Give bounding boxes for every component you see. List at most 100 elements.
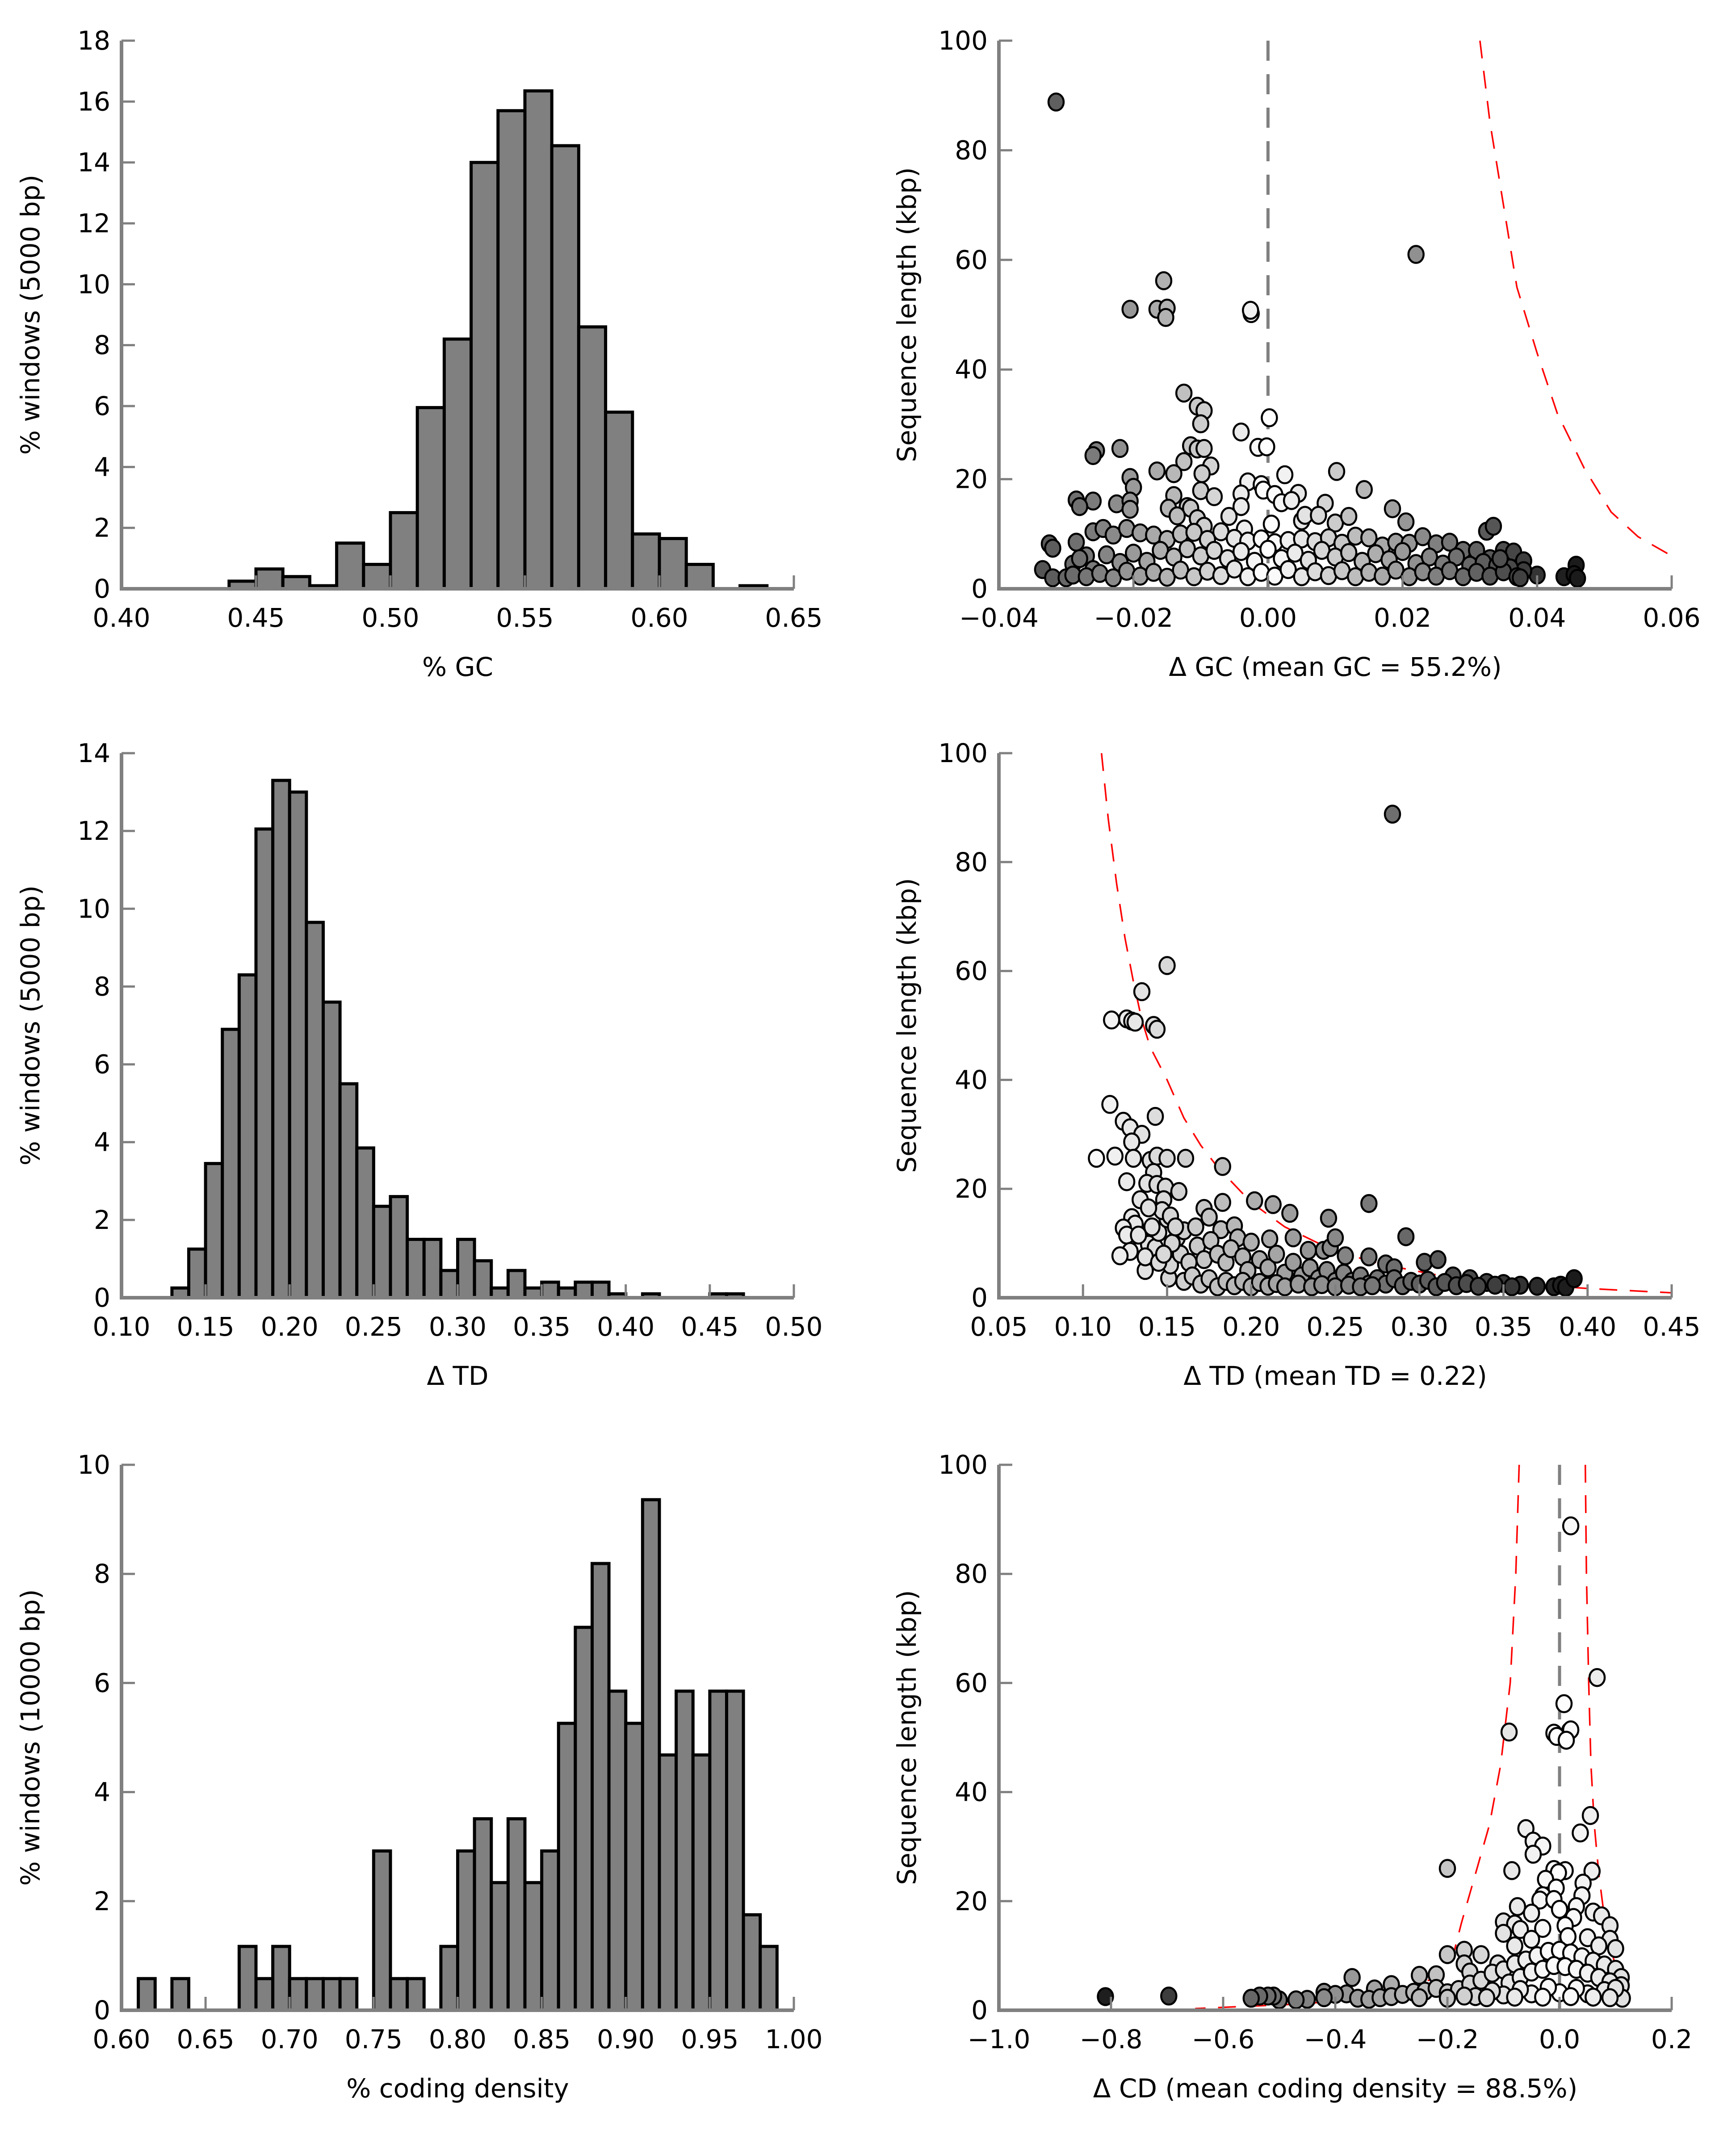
gc-histogram-bar: [496, 109, 527, 591]
gc-histogram-bar: [658, 537, 688, 591]
cd-histogram-bar: [372, 1849, 392, 2012]
cd-scatter-point: [1562, 1987, 1580, 2006]
td-histogram-x-tick-label: 0.10: [92, 1312, 150, 1342]
td-scatter-ylabel: Sequence length (kbp): [892, 878, 922, 1173]
td-histogram-bar: [389, 1195, 409, 1300]
cd-histogram-bar: [691, 1753, 712, 2012]
td-histogram-bar: [237, 973, 258, 1300]
cd-scatter-point: [1506, 1936, 1523, 1956]
gc-scatter-point: [1340, 507, 1358, 526]
td-scatter-point: [1246, 1191, 1263, 1211]
gc-scatter-y-tick-label: 40: [955, 354, 988, 385]
cd-histogram-bar: [271, 1945, 291, 2012]
td-scatter-point: [1281, 1203, 1299, 1223]
gc-scatter-y-tick-label: 20: [955, 464, 988, 495]
td-histogram-bar: [288, 790, 308, 1300]
td-scatter-x-tick-label: 0.10: [1054, 1312, 1112, 1342]
cd-scatter-point: [1509, 1897, 1526, 1916]
td-scatter-point: [1320, 1208, 1338, 1228]
gc-histogram-bar: [577, 325, 608, 591]
td-histogram-bar: [187, 1247, 207, 1300]
cd-histogram-x-tick-label: 0.70: [261, 2024, 319, 2054]
td-scatter-y-tick-label: 0: [971, 1283, 988, 1313]
gc-scatter-point: [1340, 543, 1358, 562]
td-histogram-bar: [574, 1280, 594, 1300]
gc-scatter-point: [1220, 507, 1238, 526]
cd-scatter-y-tick-label: 40: [955, 1777, 988, 1807]
gc-scatter-x-tick-label: 0.04: [1508, 603, 1566, 633]
td-histogram-x-tick-label: 0.50: [765, 1312, 822, 1342]
cd-scatter-point: [1588, 1668, 1606, 1687]
cd-histogram-bar: [591, 1562, 611, 2012]
gc-scatter-point: [1279, 560, 1297, 579]
td-histogram-bar: [271, 779, 291, 1300]
gc-scatter-point: [1155, 271, 1173, 290]
cd-scatter-point: [1572, 1823, 1589, 1843]
gc-scatter-x-tick-label: 0.06: [1643, 603, 1700, 633]
gc-scatter-point: [1192, 414, 1210, 433]
gc-scatter-point: [1111, 439, 1129, 458]
td-scatter-point: [1214, 1157, 1231, 1176]
cd-scatter-point: [1583, 1861, 1601, 1881]
cd-histogram-bar: [675, 1689, 695, 2012]
cd-scatter-point: [1511, 1920, 1529, 1939]
cd-scatter-bound-curve: [1195, 1464, 1520, 2010]
td-scatter-point: [1103, 1010, 1120, 1030]
gc-histogram-xlabel: % GC: [422, 652, 493, 682]
td-scatter-point: [1284, 1228, 1302, 1248]
gc-scatter-point: [1441, 532, 1459, 552]
cd-scatter-point: [1601, 1988, 1619, 2008]
td-histogram-bar: [456, 1237, 476, 1300]
gc-histogram-x-tick-label: 0.60: [630, 603, 688, 633]
cd-scatter-point: [1523, 1930, 1540, 1949]
gc-scatter-y-tick-label: 80: [955, 135, 988, 165]
gc-scatter-point: [1175, 383, 1193, 403]
gc-histogram-bar: [684, 562, 715, 591]
td-scatter-y-tick-label: 40: [955, 1065, 988, 1095]
td-scatter-point: [1148, 1019, 1166, 1039]
td-scatter-point: [1140, 1198, 1157, 1218]
td-scatter-x-tick-label: 0.15: [1138, 1312, 1196, 1342]
td-scatter-y-tick-label: 20: [955, 1174, 988, 1204]
td-scatter-point: [1528, 1277, 1546, 1296]
td-scatter-y-tick-label: 80: [955, 847, 988, 877]
cd-scatter-point: [1438, 1945, 1456, 1964]
gc-histogram-y-tick-label: 0: [94, 574, 110, 604]
td-scatter-point: [1170, 1182, 1188, 1201]
gc-histogram-bar: [604, 411, 634, 591]
td-histogram-x-tick-label: 0.40: [597, 1312, 654, 1342]
td-scatter-point: [1158, 956, 1176, 975]
cd-histogram-panel: % coding density % windows (10000 bp) 0 2…: [15, 1450, 823, 2104]
gc-scatter-y-tick-label: 100: [938, 25, 988, 56]
cd-histogram-bar: [725, 1689, 745, 2012]
cd-scatter-y-tick-label: 0: [971, 1995, 988, 2025]
gc-histogram-y-tick-label: 14: [77, 147, 110, 178]
td-histogram-bar: [338, 1082, 359, 1300]
cd-scatter-x-tick-label: −1.0: [968, 2024, 1031, 2054]
gc-histogram-bar: [335, 541, 365, 591]
cd-scatter-point: [1478, 1988, 1496, 2008]
td-scatter-point: [1565, 1269, 1583, 1288]
gc-histogram-bar: [470, 161, 500, 591]
cd-scatter-point: [1097, 1987, 1114, 2006]
cd-scatter-point: [1534, 1987, 1551, 2007]
cd-histogram-bar: [254, 1977, 275, 2012]
gc-scatter-point: [1360, 528, 1378, 548]
cd-histogram-x-tick-label: 1.00: [765, 2024, 822, 2054]
cd-scatter-point: [1555, 1694, 1573, 1714]
gc-scatter-point: [1185, 523, 1203, 542]
cd-histogram-x-tick-label: 0.75: [345, 2024, 403, 2054]
gc-scatter-point: [1491, 549, 1509, 568]
cd-histogram-y-tick-label: 8: [94, 1559, 110, 1589]
cd-scatter-point: [1551, 1899, 1568, 1919]
td-scatter-x-tick-label: 0.45: [1643, 1312, 1700, 1342]
cd-scatter-point: [1500, 1723, 1518, 1742]
gc-histogram-bar: [631, 532, 661, 591]
td-histogram-bar: [221, 1027, 241, 1300]
td-histogram-bar: [204, 1162, 224, 1300]
gc-scatter-point: [1124, 543, 1142, 563]
td-histogram-y-tick-label: 6: [94, 1049, 110, 1080]
gc-scatter-point: [1158, 567, 1176, 587]
gc-histogram-bar: [254, 567, 285, 591]
gc-scatter-point: [1098, 545, 1115, 565]
